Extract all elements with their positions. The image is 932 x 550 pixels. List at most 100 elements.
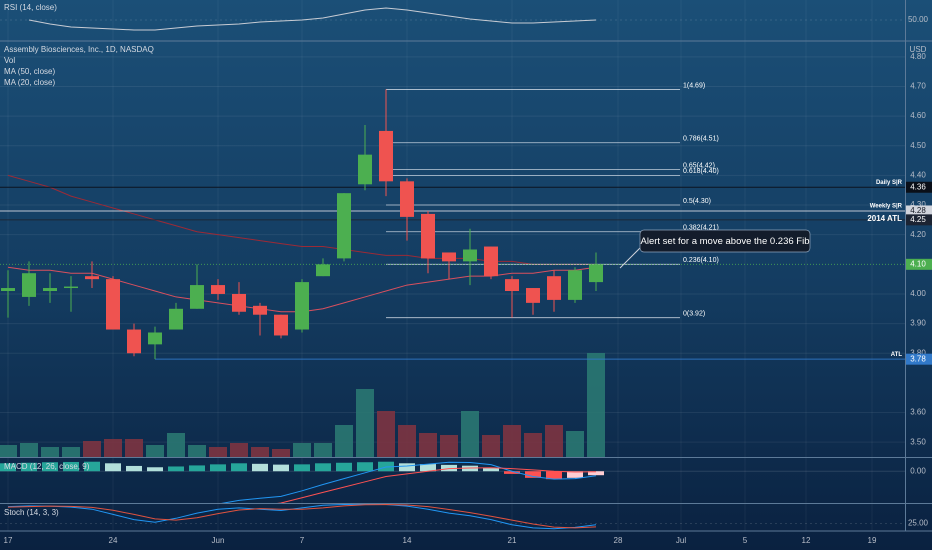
volume-bar (230, 443, 248, 457)
axis-price-box (906, 258, 932, 270)
y-tick-label: 4.00 (910, 289, 926, 298)
indicator-line (7, 504, 597, 529)
macd-histogram-bar (546, 471, 562, 480)
fib-label: 0.65(4.42) (683, 162, 715, 169)
fib-label: 0(3.92) (683, 311, 705, 318)
macd-histogram-bar (63, 461, 79, 472)
volume-bar (503, 425, 521, 457)
axis-price-label: 4.36 (910, 182, 926, 191)
volume-bar (587, 353, 605, 457)
rsi-title: RSI (14, close) (4, 3, 57, 12)
candle-body (127, 329, 141, 354)
y-tick-label: 4.30 (910, 200, 926, 209)
y-tick-label: 4.80 (910, 52, 926, 61)
volume-bar (482, 435, 500, 457)
axis-price-label: 4.10 (910, 259, 926, 268)
macd-histogram-bar (105, 463, 121, 472)
candle-body (253, 305, 267, 315)
price-line-label: Weekly S|R (870, 204, 903, 210)
y-tick-label: 4.70 (910, 82, 926, 91)
candle-body (463, 249, 477, 262)
macd-histogram-bar (441, 464, 457, 472)
candle-body (589, 264, 603, 283)
macd-histogram-bar (42, 462, 58, 472)
y-tick-label: 0.00 (910, 466, 926, 475)
fib-label: 0.618(4.40) (683, 168, 719, 175)
macd-histogram-bar (525, 471, 541, 478)
callout-text: Alert set for a move above the 0.236 Fib (641, 236, 810, 247)
fib-label: 1(4.69) (683, 82, 705, 89)
y-tick-label: 4.40 (910, 171, 926, 180)
macd-histogram-bar (273, 464, 289, 472)
macd-histogram-bar (231, 463, 247, 472)
y-tick-label: 50.00 (908, 15, 929, 24)
candle-body (64, 286, 78, 289)
candle-body (568, 270, 582, 300)
candle-body (190, 285, 204, 309)
volume-bar (251, 447, 269, 457)
volume-bar (104, 439, 122, 457)
macd-histogram-bar (399, 463, 415, 472)
macd-histogram-bar (294, 464, 310, 472)
candle-body (1, 288, 15, 291)
volume-bar (272, 449, 290, 457)
y-tick-label: 3.50 (910, 437, 926, 446)
volume-bar (419, 433, 437, 457)
indicator-line (277, 467, 597, 503)
candle-body (43, 288, 57, 291)
axis-price-box (906, 205, 932, 217)
volume-bar (62, 447, 80, 457)
volume-bar (41, 447, 59, 457)
x-tick-label: 12 (802, 536, 811, 545)
candle-body (169, 308, 183, 330)
candle-body (484, 246, 498, 277)
macd-histogram-bar (378, 461, 394, 472)
indicator-line (7, 504, 597, 530)
candle-body (547, 276, 561, 300)
macd-histogram-bar (210, 464, 226, 472)
volume-bar (377, 411, 395, 457)
y-tick-label: 4.20 (910, 230, 926, 239)
x-tick-label: Jun (212, 536, 225, 545)
volume-bar (188, 445, 206, 457)
axis-price-label: 4.28 (910, 206, 926, 215)
volume-bar (356, 389, 374, 457)
volume-bar (20, 443, 38, 457)
grid (0, 0, 905, 531)
currency: USD (910, 45, 927, 54)
candle-body (85, 276, 99, 280)
callout-pointer (619, 247, 641, 269)
y-tick-label: 4.60 (910, 111, 926, 120)
stoch-title: Stoch (14, 3, 3) (4, 508, 59, 517)
axis-price-box (906, 181, 932, 193)
volume-bar (125, 439, 143, 457)
y-tick-label: 25.00 (908, 519, 929, 528)
x-tick-label: 14 (403, 536, 412, 545)
macd-histogram-bar (252, 463, 268, 472)
macd-histogram-bar (168, 466, 184, 472)
volume-bar (566, 431, 584, 457)
macd-title: MACD (12, 26, close, 9) (4, 462, 90, 471)
candle-body (400, 181, 414, 217)
candle-body (442, 252, 456, 262)
volume-bar (314, 443, 332, 457)
indicator-line (28, 7, 597, 31)
macd-histogram-bar (315, 463, 331, 472)
x-tick-label: Jul (676, 536, 686, 545)
axis-price-box (906, 214, 932, 226)
candle-body (106, 279, 120, 330)
volume-bar (398, 425, 416, 457)
y-tick-label: 3.80 (910, 348, 926, 357)
legend-ma50: MA (50, close) (4, 67, 55, 76)
fib-label: 0.786(4.51) (683, 136, 719, 143)
macd-histogram-bar (357, 462, 373, 472)
macd-histogram-bar (0, 463, 16, 472)
candle-body (274, 314, 288, 336)
candle-body (358, 154, 372, 185)
macd-histogram-bar (420, 464, 436, 472)
x-tick-label: 24 (109, 536, 118, 545)
volume-bar (335, 425, 353, 457)
